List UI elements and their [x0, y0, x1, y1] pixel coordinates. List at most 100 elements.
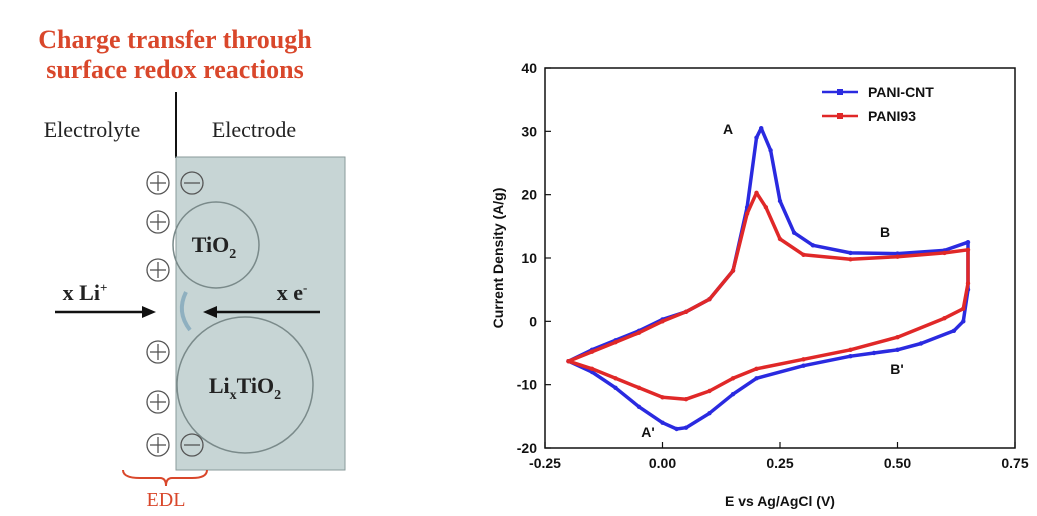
point: [707, 388, 712, 394]
tio: TiO: [237, 373, 275, 398]
point: [848, 353, 853, 359]
point: [754, 376, 759, 381]
point: [965, 247, 971, 252]
series-line: [567, 191, 970, 401]
minus-ion: [180, 433, 204, 457]
point: [801, 357, 806, 362]
point: [777, 236, 783, 242]
li: Li: [209, 373, 230, 398]
point: [589, 349, 595, 354]
point: [613, 340, 618, 345]
diagram-title: surface redox reactions: [46, 55, 304, 84]
legend-label: PANI93: [868, 108, 916, 124]
x-tick-label: 0.25: [766, 455, 793, 471]
point: [613, 376, 618, 381]
point: [730, 376, 736, 381]
y-tick-label: 10: [521, 250, 537, 266]
diagram-title: Charge transfer through: [38, 25, 312, 54]
point: [566, 359, 571, 364]
lixtio2-particle: [176, 316, 314, 454]
y-tick-label: 30: [521, 123, 537, 139]
x-tick-label: 0.75: [1001, 455, 1028, 471]
li-charge: +: [100, 280, 107, 295]
point: [871, 350, 877, 356]
point: [810, 243, 816, 248]
x-tick-label: 0.00: [649, 455, 676, 471]
point: [613, 385, 618, 391]
electron: x e: [277, 280, 304, 305]
tio2-main: TiO: [192, 232, 230, 257]
x-sub: x: [230, 388, 237, 403]
annotation: B: [880, 224, 890, 240]
lixtio2-label: LixTiO2: [209, 373, 281, 403]
point: [895, 254, 900, 259]
x-axis-title: E vs Ag/AgCl (V): [725, 493, 835, 509]
point: [918, 341, 924, 346]
point: [848, 347, 853, 353]
y-tick-label: 20: [521, 187, 537, 203]
point: [801, 363, 806, 368]
point: [744, 211, 750, 216]
point: [965, 239, 971, 245]
o-sub: 2: [274, 388, 281, 403]
li-arrowhead: [142, 306, 156, 318]
electrode-label: Electrode: [212, 117, 296, 142]
annotation: A: [723, 121, 733, 137]
curved-arrow: [179, 291, 192, 332]
point: [730, 391, 736, 397]
point: [951, 328, 957, 334]
minus-ion: [180, 171, 204, 195]
point: [707, 410, 712, 416]
tio2-sub: 2: [229, 247, 236, 262]
tio2-particle: [172, 201, 260, 289]
point: [707, 296, 712, 302]
point: [589, 366, 595, 372]
diagram: Charge transfer through surface redox re…: [38, 25, 346, 511]
y-tick-label: 40: [521, 60, 537, 76]
edl-label: EDL: [147, 489, 186, 511]
point: [683, 397, 689, 402]
point: [895, 251, 900, 256]
point: [754, 135, 759, 140]
point: [848, 250, 853, 256]
point: [961, 306, 966, 311]
annotation: B': [890, 361, 903, 377]
chart: E vs Ag/AgCl (V) Current Density (A/g) -…: [490, 60, 1029, 509]
point: [660, 420, 665, 425]
point: [683, 309, 689, 315]
plot-frame: [544, 67, 1016, 449]
point: [636, 404, 642, 410]
electron-label: x e-: [277, 280, 308, 305]
point: [791, 230, 797, 235]
y-axis-title: Current Density (A/g): [490, 188, 506, 329]
point: [660, 319, 665, 324]
point: [961, 319, 966, 324]
y-tick-label: -20: [517, 440, 537, 456]
point: [754, 190, 759, 195]
point: [768, 148, 773, 153]
point: [636, 385, 642, 391]
point: [754, 366, 759, 372]
point: [674, 426, 679, 432]
tio2-label: TiO2: [192, 232, 237, 262]
edl-bracket: [122, 469, 208, 487]
ions: [146, 171, 204, 457]
point: [759, 125, 764, 131]
point: [777, 198, 783, 204]
electron-charge: -: [303, 280, 307, 295]
point: [636, 330, 642, 335]
point: [965, 281, 971, 286]
x-tick-label: 0.50: [884, 455, 911, 471]
electrolyte-label: Electrolyte: [44, 117, 141, 142]
point: [942, 315, 947, 321]
point: [848, 257, 853, 262]
point: [801, 252, 806, 258]
x-tick-label: -0.25: [529, 455, 561, 471]
point: [895, 334, 900, 340]
legend-marker: [837, 89, 843, 95]
point: [660, 395, 665, 400]
point: [942, 250, 947, 256]
legend-label: PANI-CNT: [868, 84, 934, 100]
electron-arrowhead: [203, 306, 217, 318]
